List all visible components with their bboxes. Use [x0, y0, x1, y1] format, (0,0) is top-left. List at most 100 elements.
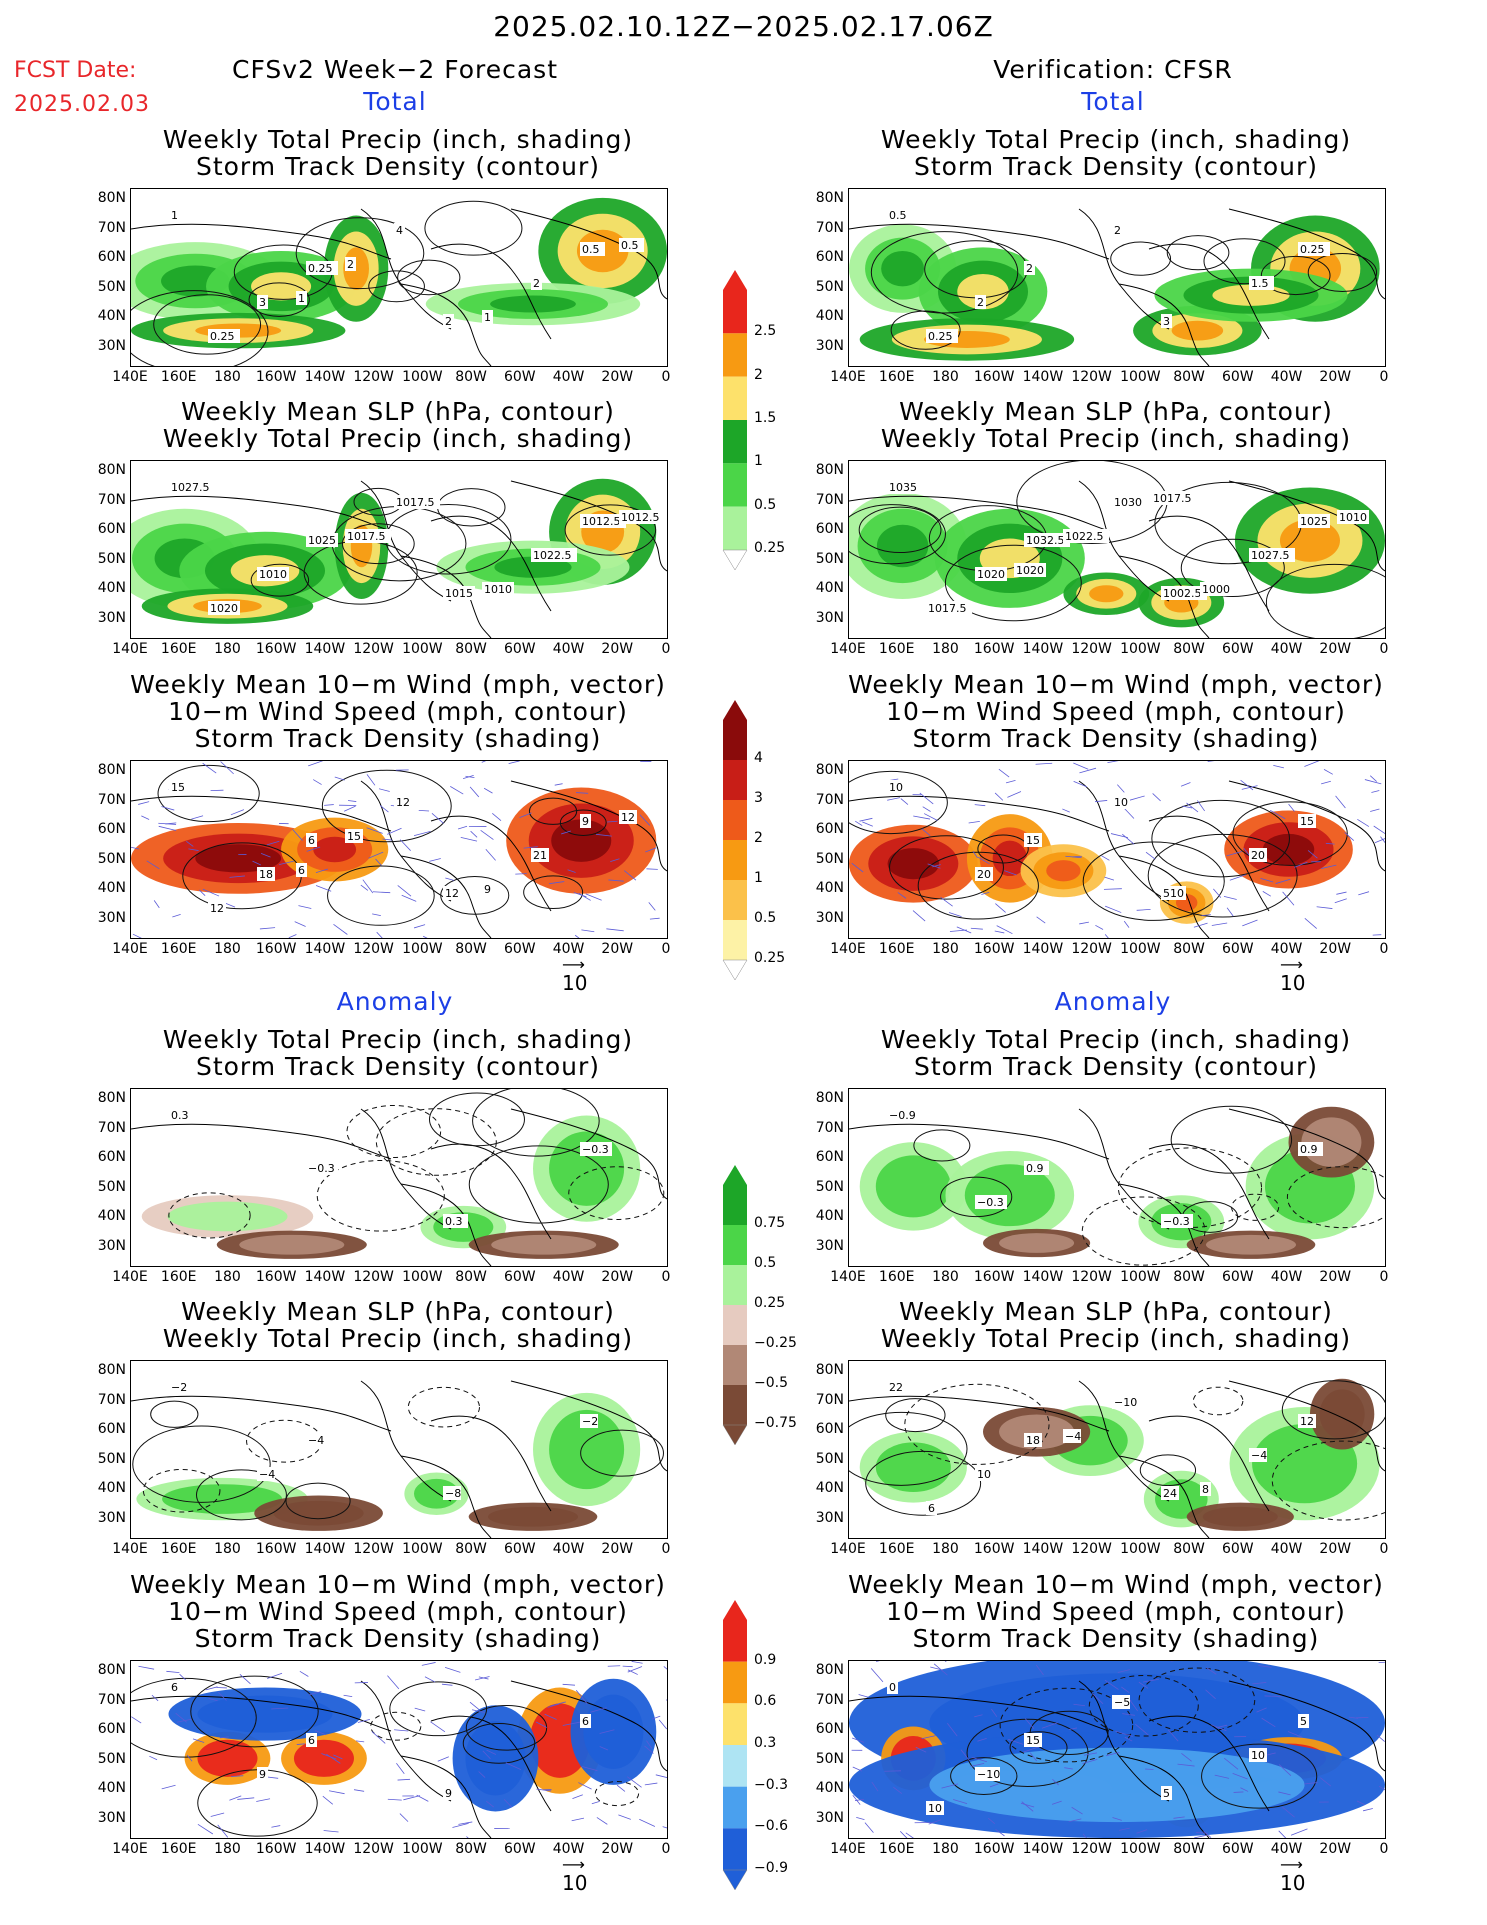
ob-wind-title-line: Weekly Mean 10−m Wind (mph, vector) [848, 670, 1384, 699]
fc-wind-contour-label: 12 [396, 796, 410, 809]
ob-anom-wind-title-line: Weekly Mean 10−m Wind (mph, vector) [848, 1570, 1384, 1599]
fc-anom-wind-wind-vector [626, 1776, 642, 1788]
ob-anom-precip-contour-label: 0.9 [1300, 1143, 1318, 1156]
fc-slp-contour-label-bg [394, 495, 440, 509]
fc-anom-wind-wind-vector [644, 1782, 658, 1786]
ob-anom-wind-wind-vector [1104, 1679, 1119, 1690]
fc-anom-wind-wind-vector [627, 1669, 638, 1675]
ob-anom-wind-wind-vector [974, 1714, 983, 1718]
ob-anom-wind-wind-vector [977, 1738, 987, 1742]
ob-anom-precip-lon-tick: 160W [973, 1269, 1015, 1285]
ob-slp-contour [849, 504, 946, 565]
fc-anom-wind-coastline [360, 1680, 452, 1802]
ob-wind-wind-vector [1180, 782, 1191, 787]
fc-precip-contour-label-bg [306, 261, 338, 275]
ob-precip-contour-label: 0.25 [928, 330, 953, 343]
fc-precip-contour [424, 200, 523, 256]
ob-anom-wind-contour-label: −5 [1114, 1696, 1130, 1709]
fc-wind-wind-vector [366, 827, 383, 834]
fc-precip-contour-label: 2 [347, 258, 354, 271]
fc-precip-lon-tick: 160W [255, 369, 297, 385]
fc-anom-slp-contour [196, 1469, 287, 1521]
fc-wind-vector-reference: ⟶ 10 [562, 957, 587, 996]
ob-wind-contour [849, 770, 948, 835]
ob-precip-lat-tick: 60N [815, 249, 844, 265]
colorbar-label: 0.5 [754, 1255, 777, 1271]
ob-precip-shading [881, 250, 925, 287]
fc-wind-wind-vector [158, 825, 177, 831]
ob-slp-coastline [1078, 480, 1170, 602]
fc-wind-wind-vector [480, 829, 494, 840]
fc-anom-wind-wind-vector [536, 1788, 552, 1792]
fc-wind-contour-label-bg [306, 833, 317, 847]
fc-anom-precip-contour-label: −0.3 [582, 1143, 609, 1156]
fc-wind-wind-vector [519, 812, 532, 819]
fc-anom-precip-coastline [360, 1108, 452, 1230]
fc-anom-wind-wind-vector [151, 1694, 159, 1702]
fc-anom-wind-wind-vector [616, 1784, 626, 1792]
ob-anom-precip-coastline [1118, 1183, 1210, 1266]
fc-anom-slp-lon-tick: 80W [455, 1541, 487, 1557]
ob-anom-wind-wind-vector [852, 1795, 861, 1805]
fc-wind-contour [440, 875, 510, 915]
ob-precip-contour-label-bg [926, 329, 958, 343]
fc-slp-contour-label: 1010 [259, 568, 287, 581]
ob-anom-precip-shading [999, 1233, 1075, 1253]
fc-anom-precip-contour-label: 0.3 [171, 1109, 189, 1122]
fc-slp-contour-label-bg [208, 601, 240, 615]
fc-anom-wind-contour [370, 1711, 422, 1741]
ob-anom-precip-contour-label-bg [1161, 1214, 1193, 1228]
ob-anom-wind-lat-tick: 50N [815, 1750, 844, 1767]
ob-anom-slp-shading [1319, 1389, 1365, 1439]
ob-anom-wind-wind-vector [1223, 1757, 1239, 1770]
fc-wind-contour-label-bg [619, 810, 637, 824]
fc-anom-precip-contour [316, 1159, 445, 1232]
fc-anom-wind-wind-vector [166, 1670, 180, 1674]
ob-anom-slp-contour-label-bg [1112, 1395, 1137, 1409]
ob-anom-slp-title-line: Weekly Total Precip (inch, shading) [880, 1324, 1352, 1353]
fc-anom-wind-wind-vector [655, 1774, 667, 1778]
fc-precip-contour-label: 2 [533, 277, 540, 290]
fc-anom-wind-wind-vector [239, 1673, 251, 1685]
ob-precip-contour-label: 2 [1026, 262, 1033, 275]
fc-anom-wind-contour [131, 1677, 257, 1758]
fc-wind-contour-label-bg [531, 848, 549, 862]
ob-slp-contour-label: 1020 [977, 568, 1005, 581]
ob-wind-wind-vector [887, 797, 901, 801]
ob-anom-slp-contour-label: 22 [889, 1381, 903, 1394]
fc-anom-wind-wind-vector [403, 1795, 421, 1801]
ob-anom-precip-lat-tick: 70N [815, 1119, 844, 1136]
ob-wind-wind-vector [855, 820, 863, 826]
ob-wind-contour-label: 510 [1163, 887, 1184, 900]
fc-wind-wind-vector [308, 761, 323, 767]
colorbar-label: −0.6 [754, 1818, 788, 1835]
ob-wind-wind-vector [1370, 808, 1380, 812]
colorbar-label: −0.25 [754, 1335, 797, 1351]
ob-anom-slp-lat-tick: 70N [815, 1391, 844, 1408]
fc-wind-coastline [400, 855, 492, 938]
fc-anom-wind-contour-label-bg [169, 1680, 180, 1694]
ob-slp-contour [858, 506, 942, 554]
fc-wind-wind-vector [429, 858, 441, 862]
ob-anom-slp-contour [1281, 1380, 1385, 1440]
fc-anom-wind-contour-label-bg [306, 1733, 317, 1747]
ob-wind-lon-tick: 120W [1071, 941, 1112, 957]
ob-wind-title-line: 10−m Wind Speed (mph, contour) [886, 697, 1346, 726]
fc-anom-wind-wind-vector [326, 1753, 341, 1764]
fc-wind-contour-label-bg [580, 814, 591, 828]
fc-wind-wind-vector [375, 858, 382, 866]
ob-anom-wind-wind-vector [1023, 1746, 1040, 1753]
fc-wind-contour-label-bg [482, 882, 493, 896]
ob-wind-wind-vector [862, 821, 873, 827]
ob-wind-wind-vector [923, 813, 938, 821]
ob-anom-slp-contour-label-bg [975, 1467, 993, 1481]
ob-anom-wind-coastline [1078, 1680, 1170, 1802]
fc-wind-wind-vector [554, 783, 563, 786]
fc-anom-wind-wind-vector [315, 1730, 326, 1736]
fc-anom-slp-contour-label: −2 [582, 1415, 598, 1428]
fc-wind-wind-vector [132, 933, 142, 938]
ob-anom-wind-lon-tick: 140E [830, 1841, 866, 1857]
ob-wind-wind-vector [1364, 779, 1382, 785]
fc-wind-wind-vector [639, 814, 651, 826]
fc-anom-wind-wind-vector [639, 1818, 656, 1827]
